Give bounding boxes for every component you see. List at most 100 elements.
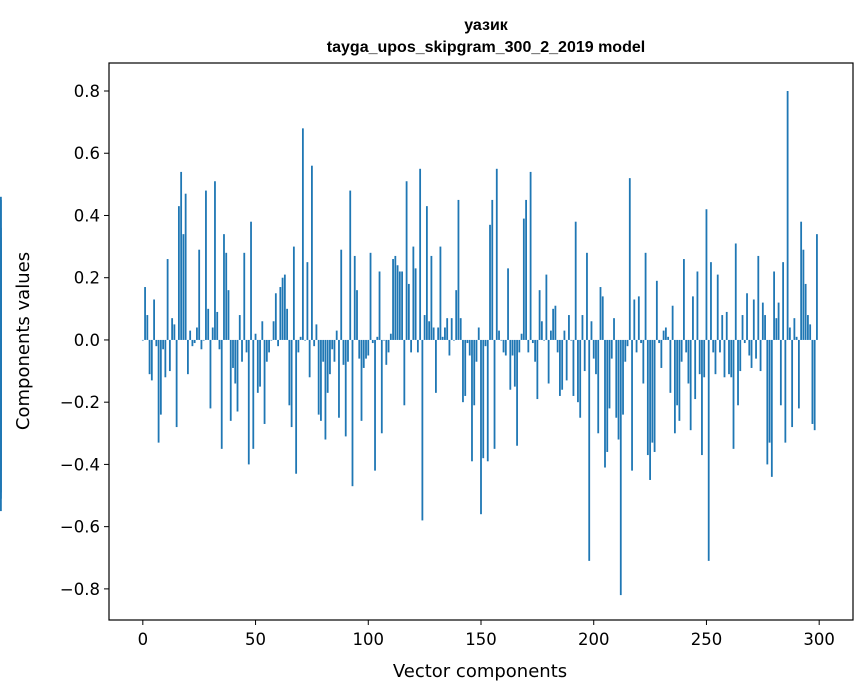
bar — [430, 255, 433, 340]
bar — [394, 255, 397, 340]
bar — [263, 339, 266, 424]
x-tick-label: 100 — [353, 630, 385, 649]
bar — [446, 318, 449, 340]
bar — [322, 339, 325, 362]
bar — [538, 290, 541, 340]
bar — [658, 339, 661, 344]
bar — [462, 339, 464, 403]
bar — [227, 290, 230, 340]
bar — [644, 252, 647, 340]
bar — [534, 339, 537, 362]
bar — [498, 330, 500, 340]
bar — [791, 339, 794, 428]
bar — [398, 271, 401, 340]
bar — [214, 181, 216, 340]
bar — [779, 339, 782, 406]
x-tick-label: 150 — [465, 630, 497, 649]
bar — [313, 339, 316, 347]
x-tick-label: 50 — [245, 630, 266, 649]
bar — [525, 199, 527, 340]
bar — [723, 339, 726, 378]
bar — [414, 268, 417, 340]
bar — [177, 206, 180, 340]
bar — [527, 339, 530, 353]
bar — [712, 339, 715, 353]
bar — [448, 339, 451, 356]
bar — [592, 339, 595, 359]
bar — [338, 339, 340, 418]
bar — [268, 339, 270, 353]
bar — [800, 221, 803, 340]
bar — [721, 315, 724, 340]
bar — [410, 339, 413, 353]
bar — [543, 339, 546, 341]
bar — [320, 339, 322, 421]
bar — [671, 305, 674, 340]
bar — [315, 324, 318, 340]
bar — [453, 339, 455, 341]
bar — [673, 339, 676, 434]
bar — [628, 178, 631, 340]
bar — [529, 171, 532, 340]
bar — [635, 339, 638, 353]
bar — [703, 339, 706, 378]
bar — [669, 339, 672, 393]
bar — [335, 330, 338, 340]
bar — [619, 339, 622, 596]
bar — [166, 259, 169, 340]
bar — [606, 339, 609, 452]
bar — [369, 252, 372, 340]
bar — [554, 305, 557, 340]
bar — [680, 339, 683, 362]
bar — [220, 339, 223, 449]
bar — [342, 339, 345, 365]
bar — [689, 339, 692, 431]
bar — [728, 339, 730, 375]
bar — [311, 165, 313, 340]
bar — [615, 339, 618, 418]
x-tick-label: 200 — [578, 630, 610, 649]
bar — [412, 246, 415, 340]
x-tick-label: 250 — [691, 630, 723, 649]
bar — [279, 287, 282, 340]
bar — [306, 262, 309, 340]
bar — [175, 339, 178, 428]
bar — [522, 218, 525, 340]
bar — [570, 339, 573, 341]
bar — [464, 339, 467, 396]
bar — [457, 199, 460, 340]
bar — [739, 339, 742, 372]
bar — [223, 234, 225, 340]
bar — [421, 339, 424, 521]
bar — [716, 274, 719, 340]
bar — [416, 339, 419, 353]
bar — [376, 336, 379, 340]
y-axis-ticks: 0.8 0.6 0.4 0.2 0.0 −0.2 −0.4 −0.6 −0.8 — [60, 82, 109, 599]
bar — [604, 339, 606, 468]
bar — [732, 339, 735, 449]
bar — [795, 336, 798, 340]
bar — [504, 339, 507, 356]
bar — [782, 262, 785, 340]
bar — [475, 339, 478, 362]
bar — [583, 339, 586, 372]
y-tick-label: 0.6 — [74, 144, 100, 163]
bar — [577, 339, 579, 403]
bar — [750, 339, 753, 368]
bar — [640, 339, 642, 344]
bar — [631, 339, 633, 471]
bar — [642, 339, 645, 384]
bar — [250, 221, 252, 340]
bar — [141, 339, 144, 341]
bar — [563, 330, 566, 340]
bar — [574, 221, 577, 340]
bar — [403, 339, 406, 406]
x-tick-label: 0 — [138, 630, 149, 649]
bar — [173, 324, 176, 340]
bar — [150, 339, 153, 381]
bar — [748, 339, 751, 356]
bar — [401, 271, 403, 340]
bar — [182, 234, 185, 340]
bar — [367, 339, 370, 356]
bar — [707, 339, 710, 561]
